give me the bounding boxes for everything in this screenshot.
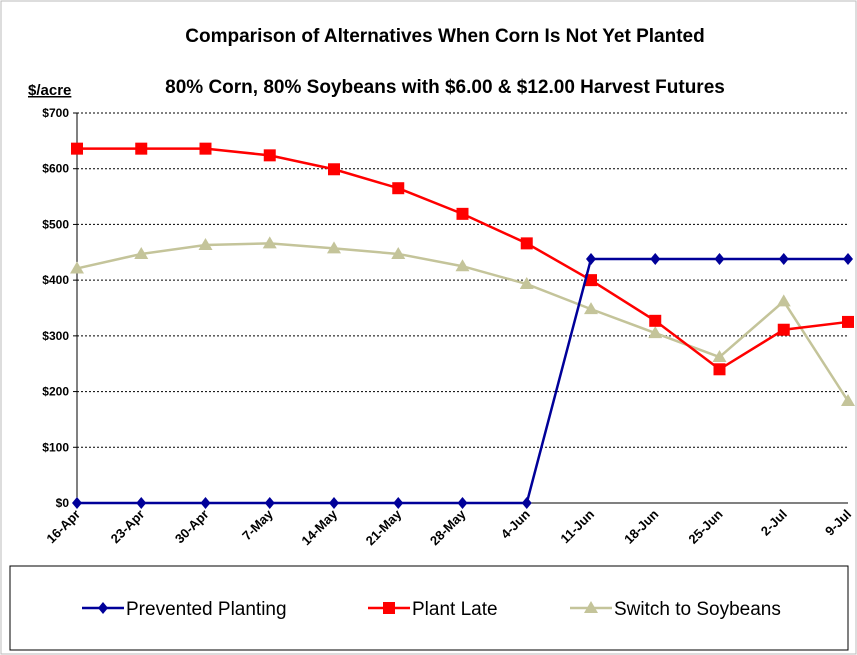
y-tick-label: $200 [42,385,69,399]
data-point [714,252,725,265]
data-point [457,497,468,509]
data-point [134,246,149,259]
y-tick-label: $500 [42,217,69,231]
data-point [648,326,663,339]
y-tick-label: $0 [56,496,70,510]
y-tick-label: $700 [42,106,69,120]
data-point [712,350,727,363]
data-point [262,236,277,249]
data-point [328,163,340,176]
data-point [456,207,469,220]
data-point [135,142,148,155]
data-point [841,394,855,407]
legend-marker [584,601,598,613]
data-point [778,252,789,265]
data-point [72,497,82,509]
data-point [199,142,212,155]
data-point [649,314,662,327]
y-tick-label: $600 [42,162,69,176]
data-point [519,277,534,290]
data-point [391,246,406,259]
y-axis-label: $/acre [28,82,71,99]
data-point [329,497,339,509]
data-point [393,497,404,509]
data-point [455,259,470,272]
data-point [843,252,853,265]
data-point [136,497,147,509]
data-point [650,252,661,265]
data-point [842,315,854,328]
data-point [777,323,790,336]
chart-subtitle: 80% Corn, 80% Soybeans with $6.00 & $12.… [165,77,725,98]
y-tick-label: $100 [42,440,69,454]
data-point [776,294,791,307]
data-point [200,497,211,509]
data-point [71,142,83,155]
data-point [327,241,341,254]
data-point [263,149,276,162]
data-point [585,274,597,287]
legend-label: Switch to Soybeans [614,599,781,620]
data-point [198,238,213,251]
legend-marker [98,602,108,614]
data-point [521,497,532,509]
data-point [70,261,84,274]
y-tick-label: $300 [42,329,69,343]
legend-marker [383,602,395,614]
legend-box [9,565,849,651]
data-point [392,182,405,195]
legend-label: Prevented Planting [126,599,287,620]
data-point [584,302,598,315]
data-point [264,497,275,509]
y-tick-label: $400 [42,273,69,287]
chart-title: Comparison of Alternatives When Corn Is … [185,26,704,47]
data-point [586,252,596,265]
data-point [520,237,533,250]
legend-label: Plant Late [412,599,498,620]
data-point [713,363,726,376]
